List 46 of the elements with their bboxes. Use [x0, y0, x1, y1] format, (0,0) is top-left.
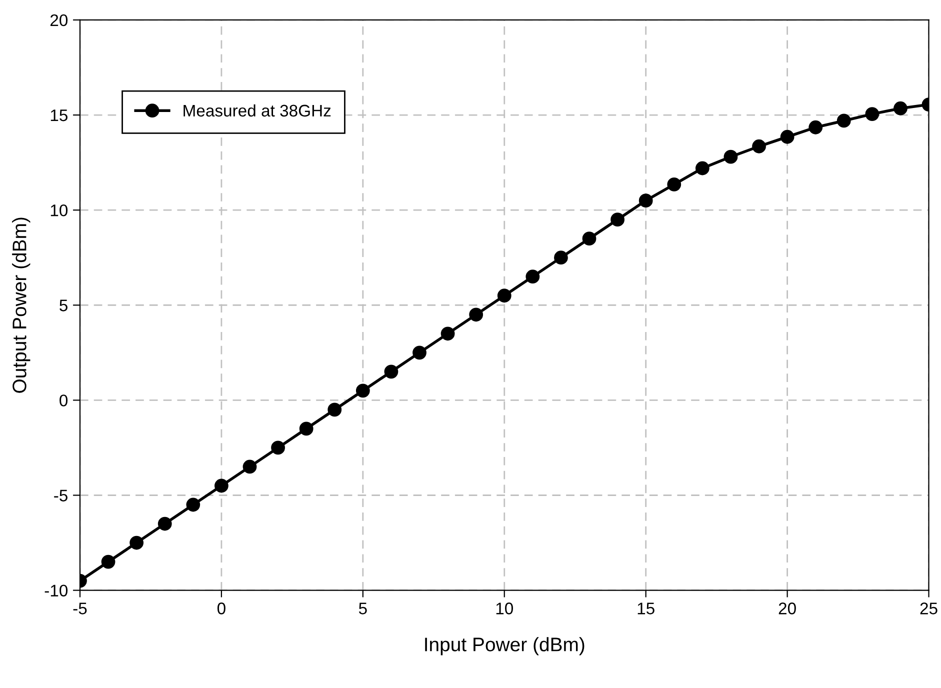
point [554, 250, 568, 265]
x-tick-label: 15 [638, 602, 654, 614]
x-tick-label: 0 [217, 602, 226, 614]
x-tick-label: 25 [920, 602, 938, 614]
point [582, 232, 596, 246]
legend-label: Measured at 38GHz [184, 104, 331, 117]
x-tick-label: -5 [73, 602, 87, 614]
point [271, 440, 285, 455]
point [299, 422, 314, 436]
point [724, 150, 738, 164]
point [865, 107, 880, 122]
point [667, 177, 682, 192]
point [356, 384, 370, 398]
point [130, 536, 144, 550]
y-tick-label: 5 [60, 300, 68, 312]
point [836, 114, 851, 128]
point [214, 478, 228, 493]
y-tick-label: 15 [50, 110, 68, 122]
point [695, 161, 710, 176]
x-tick-label: 10 [496, 602, 513, 614]
x-tick-label: 20 [778, 602, 796, 614]
point [186, 498, 200, 512]
point [158, 516, 172, 531]
point [610, 212, 624, 227]
point [638, 194, 653, 208]
point [752, 139, 766, 154]
point [469, 308, 484, 322]
y-tick-label: 0 [60, 394, 68, 406]
y-tick-label: 20 [50, 14, 68, 26]
point [328, 402, 342, 417]
y-axis-title: Output Power (dBm) [12, 218, 30, 393]
y-tick-label: -5 [54, 490, 68, 502]
point [412, 346, 426, 360]
point [780, 130, 794, 144]
y-tick-label: 10 [50, 204, 68, 216]
x-axis-title: Input Power (dBm) [425, 637, 584, 656]
y-tick-label: -10 [44, 584, 68, 597]
point [440, 326, 455, 341]
point [526, 270, 540, 284]
x-tick-label: 5 [358, 602, 367, 614]
point [808, 120, 823, 134]
point [242, 460, 257, 474]
point [894, 101, 908, 116]
point [101, 554, 116, 569]
point [384, 364, 398, 379]
point [497, 288, 512, 303]
